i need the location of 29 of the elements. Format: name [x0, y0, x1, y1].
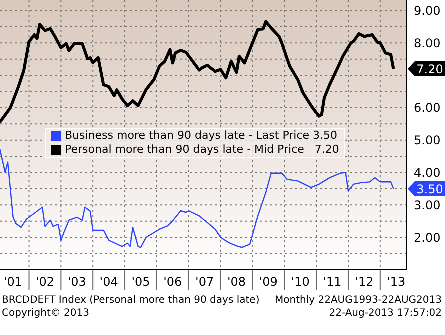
x-tick-label: '04 [100, 275, 118, 289]
y-tick-label: 2.00 [414, 230, 441, 245]
text: BRCDDEFT Index (Personal more than 90 days late) [2, 294, 260, 307]
y-tick-label: 8.00 [414, 36, 441, 50]
x-tick-label: '03 [68, 275, 86, 289]
x-tick-label: '06 [164, 275, 182, 289]
x-tick-label: '02 [36, 275, 55, 289]
x-tick-label: '10 [291, 275, 310, 289]
x-tick-label: '11 [323, 275, 342, 289]
y-tick-label: 9.00 [414, 4, 441, 18]
legend-label: Business more than 90 days late - Last Price 3.50 [65, 129, 338, 143]
x-tick-label: '09 [259, 275, 278, 289]
x-tick-label: '08 [227, 275, 246, 289]
x-tick-label: '01 [4, 275, 23, 289]
legend-label: Personal more than 90 days late - Mid Price 7.20 [65, 143, 340, 157]
x-tick-label: '12 [355, 275, 374, 289]
x-tick-label: '05 [132, 275, 150, 289]
text: 3.50 [416, 182, 444, 196]
y-tick-label: 3.00 [414, 198, 441, 212]
text: 22-Aug-2013 17:57:02 [329, 307, 442, 320]
text: Monthly 22AUG1993-22AUG2013 [275, 294, 442, 307]
y-tick-label: 4.00 [414, 166, 441, 180]
x-tick-label: '13 [387, 275, 406, 289]
y-tick-label: 5.00 [414, 134, 441, 148]
text: Copyright© 2013 [2, 307, 90, 320]
text: 7.20 [416, 62, 444, 77]
y-tick-label: 6.00 [414, 101, 441, 116]
line-series [0, 20, 396, 124]
x-tick-label: '07 [196, 275, 214, 289]
